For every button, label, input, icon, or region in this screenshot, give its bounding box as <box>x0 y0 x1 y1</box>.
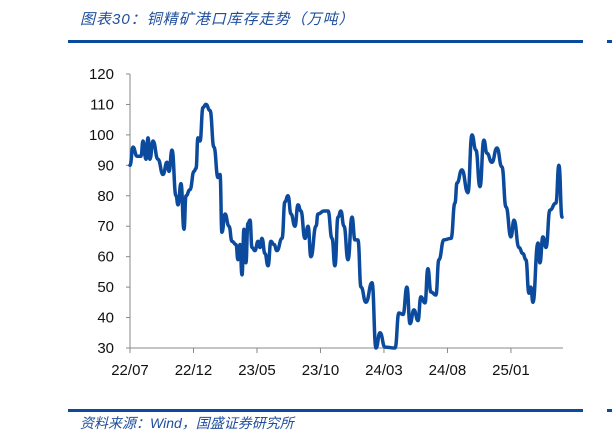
y-tick-label: 40 <box>97 310 114 327</box>
y-tick-label: 50 <box>97 279 114 296</box>
source-note: 资料来源：Wind，国盛证券研究所 <box>80 413 294 433</box>
y-tick-label: 30 <box>97 340 114 357</box>
x-tick-label: 25/01 <box>492 362 530 379</box>
y-tick-label: 80 <box>97 188 114 205</box>
y-tick-label: 60 <box>97 249 114 266</box>
series-marks <box>130 104 562 348</box>
x-tick-label: 23/10 <box>302 362 340 379</box>
x-tick-label: 22/07 <box>111 362 149 379</box>
bottom-rule-stub <box>607 409 612 412</box>
x-tick-label: 22/12 <box>175 362 213 379</box>
x-tick-label: 24/08 <box>429 362 467 379</box>
series-line-0 <box>130 104 562 348</box>
y-tick-label: 70 <box>97 218 114 235</box>
y-tick-label: 110 <box>90 96 114 113</box>
y-tick-label: 100 <box>89 127 114 144</box>
x-tick-label: 24/03 <box>365 362 403 379</box>
bottom-rule <box>68 409 583 412</box>
x-tick-label: 23/05 <box>238 362 276 379</box>
axes: 30 40 50 60 70 80 90 100 110 120 22/07 22/12 23/05 23… <box>89 66 563 379</box>
y-tick-label: 120 <box>89 66 114 83</box>
y-tick-label: 90 <box>97 157 114 174</box>
